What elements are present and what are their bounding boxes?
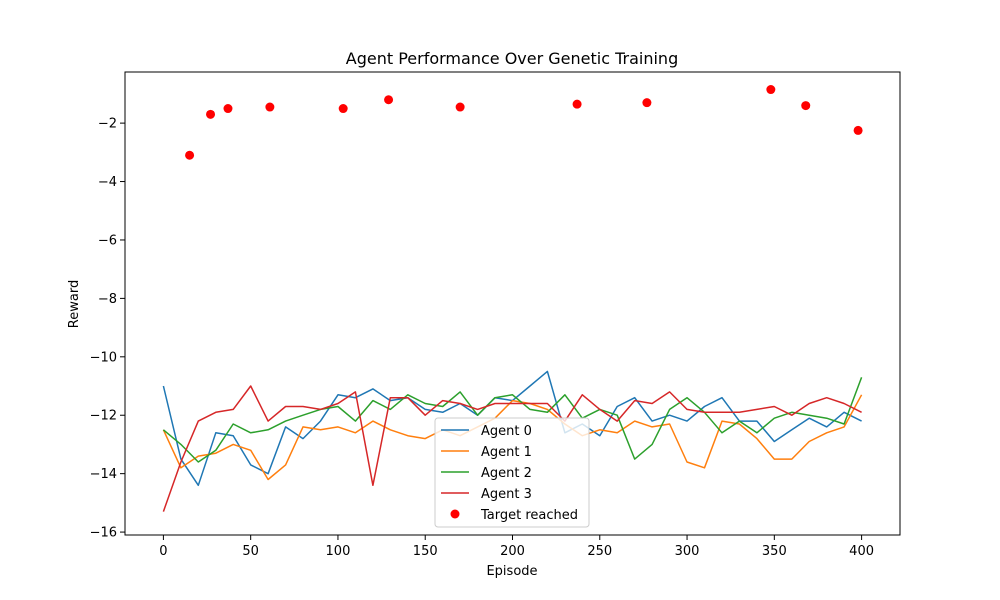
x-tick-label: 200 bbox=[500, 544, 525, 559]
y-axis-ticks: −16 −14 −12 −10 −8 −6 −4 −2 bbox=[90, 117, 125, 541]
series-layer bbox=[162, 370, 863, 512]
legend-label-agent-2: Agent 2 bbox=[481, 466, 532, 481]
y-axis-label: Reward bbox=[67, 280, 82, 328]
x-axis-ticks: 0 50 100 150 200 250 300 350 400 bbox=[159, 535, 874, 559]
y-tick-label: −14 bbox=[90, 467, 117, 482]
x-axis-label: Episode bbox=[486, 564, 537, 579]
chart-title: Agent Performance Over Genetic Training bbox=[346, 49, 678, 68]
target-reached-marker bbox=[853, 125, 863, 135]
x-tick-label: 350 bbox=[762, 544, 787, 559]
target-reached-marker bbox=[223, 104, 233, 114]
target-reached-marker bbox=[265, 102, 275, 112]
x-tick-label: 50 bbox=[242, 544, 259, 559]
target-reached-marker bbox=[185, 150, 195, 160]
series-line-agent-3 bbox=[162, 385, 862, 512]
x-tick-label: 100 bbox=[326, 544, 351, 559]
target-reached-marker bbox=[766, 85, 776, 95]
target-reached-marker bbox=[206, 109, 216, 119]
target-markers bbox=[185, 85, 863, 160]
target-reached-marker bbox=[642, 98, 652, 108]
legend-label-target: Target reached bbox=[480, 508, 578, 523]
x-tick-label: 400 bbox=[849, 544, 874, 559]
y-tick-label: −8 bbox=[98, 292, 117, 307]
y-tick-label: −2 bbox=[98, 117, 117, 132]
legend-label-agent-1: Agent 1 bbox=[481, 445, 532, 460]
target-reached-marker bbox=[455, 102, 465, 112]
y-tick-label: −12 bbox=[90, 409, 117, 424]
series-line-agent-1 bbox=[162, 394, 863, 481]
y-tick-label: −6 bbox=[98, 233, 117, 248]
series-line-agent-2 bbox=[162, 377, 863, 463]
target-reached-marker bbox=[801, 101, 811, 111]
legend-swatch-target bbox=[450, 509, 460, 519]
legend-box bbox=[434, 417, 590, 528]
x-tick-label: 300 bbox=[675, 544, 700, 559]
legend-label-agent-3: Agent 3 bbox=[481, 487, 532, 502]
target-reached-marker bbox=[572, 99, 582, 109]
y-tick-label: −16 bbox=[90, 526, 117, 541]
target-reached-marker bbox=[338, 104, 348, 114]
y-tick-label: −4 bbox=[98, 175, 117, 190]
legend: Agent 0 Agent 1 Agent 2 Agent 3 Target reach… bbox=[434, 417, 590, 528]
x-tick-label: 250 bbox=[587, 544, 612, 559]
legend-label-agent-0: Agent 0 bbox=[481, 424, 532, 439]
y-tick-label: −10 bbox=[90, 350, 117, 365]
x-tick-label: 0 bbox=[159, 544, 167, 559]
target-reached-marker bbox=[384, 95, 394, 105]
x-tick-label: 150 bbox=[413, 544, 438, 559]
